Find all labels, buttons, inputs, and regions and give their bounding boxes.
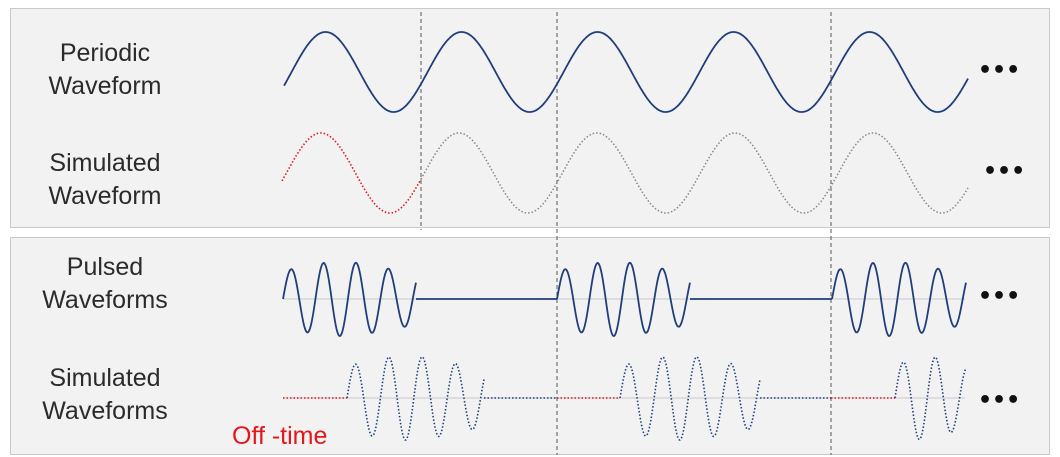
- pulse-burst-2: [556, 261, 691, 337]
- periodic-waveform: [283, 31, 969, 113]
- ellipsis-simulated-pulsed: •••: [978, 388, 1020, 413]
- off-time-label: Off -time: [232, 422, 328, 450]
- simulated-pulse-burst-2: [619, 356, 761, 441]
- pulse-burst-1: [282, 261, 417, 337]
- ellipsis-pulsed: •••: [978, 284, 1020, 309]
- simulated-pulsed-waveforms: [283, 356, 967, 441]
- pulsed-waveforms: [282, 261, 967, 337]
- periodic-panel: [10, 8, 1050, 228]
- simulated-waveforms-label: Simulated Waveforms: [42, 364, 168, 425]
- pulsed-waveforms-label: Pulsed Waveforms: [42, 253, 168, 314]
- pulse-burst-3: [831, 261, 967, 337]
- ellipsis-periodic: •••: [978, 58, 1020, 83]
- simulated-pulse-burst-3: [894, 356, 967, 441]
- simulated-waveform-repeats: [420, 132, 969, 214]
- simulated-pulse-burst-1: [346, 356, 485, 441]
- simulated-waveform-label: Simulated Waveform: [48, 149, 162, 210]
- periodic-waveform-label: Periodic Waveform: [48, 39, 162, 100]
- ellipsis-simulated: •••: [983, 159, 1025, 184]
- simulated-waveform-first-cycle: [281, 132, 422, 214]
